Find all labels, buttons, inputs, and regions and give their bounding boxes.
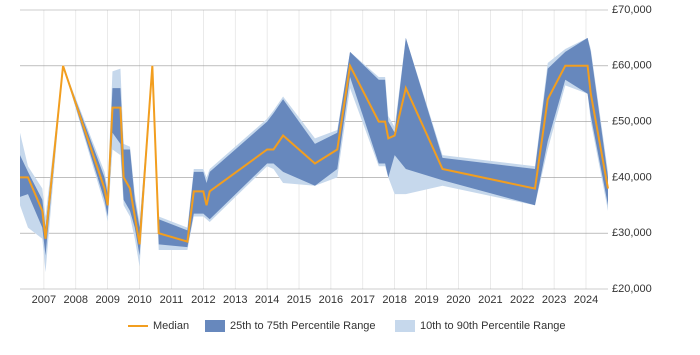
x-tick-label: 2009 [95,294,119,306]
x-tick-label: 2020 [446,294,470,306]
legend-swatch [395,320,415,332]
legend-label: 10th to 90th Percentile Range [420,320,566,332]
x-tick-label: 2016 [319,294,343,306]
x-tick-label: 2007 [32,294,56,306]
x-tick-label: 2011 [160,294,184,306]
median-line [20,62,609,245]
x-tick-label: 2014 [255,294,279,306]
x-tick-label: 2022 [510,294,534,306]
y-tick-label: £40,000 [612,171,652,183]
y-tick-label: £50,000 [612,116,652,128]
x-tick-label: 2017 [351,294,375,306]
legend-swatch [205,320,225,332]
legend-label: Median [153,320,189,332]
x-tick-label: 2013 [223,294,247,306]
legend-label: 25th to 75th Percentile Range [230,320,376,332]
x-tick-label: 2018 [382,294,406,306]
y-tick-label: £60,000 [612,60,652,72]
range-band [20,37,608,256]
x-tick-label: 2024 [574,294,598,306]
y-tick-label: £30,000 [612,227,652,239]
y-tick-label: £20,000 [612,283,652,295]
x-tick-label: 2008 [64,294,88,306]
x-tick-label: 2015 [287,294,311,306]
x-tick-label: 2021 [478,294,502,306]
y-tick-label: £70,000 [612,4,652,16]
x-tick-label: 2012 [191,294,215,306]
x-tick-label: 2023 [542,294,566,306]
x-tick-label: 2010 [127,294,151,306]
x-tick-label: 2019 [414,294,438,306]
